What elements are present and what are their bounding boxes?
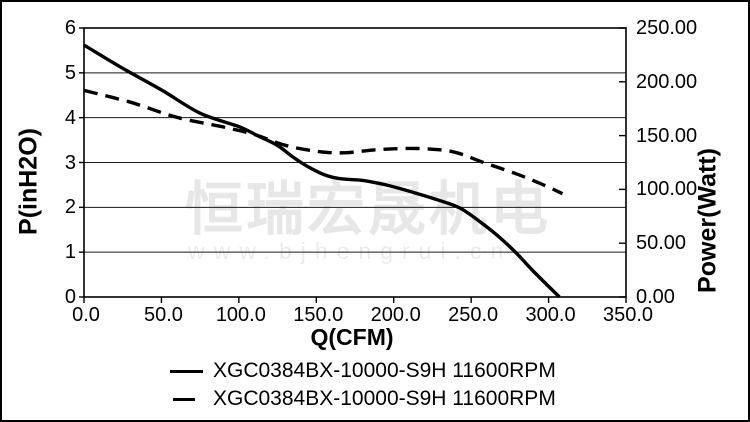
y-left-tick-label: 1 (64, 241, 76, 264)
x-tick-label: 100.0 (215, 304, 266, 326)
y-left-tick-label: 6 (64, 17, 76, 39)
y-right-tick-label: 200.00 (636, 70, 698, 93)
y-right-tick-label: 50.00 (636, 232, 687, 255)
x-tick-label: 50.0 (143, 304, 183, 326)
y-right-tick-label: 250.00 (636, 17, 698, 39)
x-tick-label: 350.0 (602, 304, 654, 326)
x-tick-label: 250.0 (448, 304, 499, 326)
left-axis-title: P(inH2O) (14, 128, 43, 235)
legend-item-pressure: XGC0384BX-10000-S9H 11600RPM (170, 357, 556, 385)
x-tick-label: 0.0 (72, 304, 100, 326)
x-tick-label: 150.0 (293, 304, 344, 326)
y-left-tick-label: 0 (64, 286, 76, 308)
legend-label-power: XGC0384BX-10000-S9H 11600RPM (213, 387, 556, 410)
legend-item-power: XGC0384BX-10000-S9H 11600RPM (170, 385, 556, 413)
y-left-tick-label: 5 (64, 61, 76, 84)
right-axis-title: Power(Watt) (693, 148, 722, 293)
y-left-tick-label: 2 (64, 196, 76, 219)
y-left-tick-label: 3 (64, 151, 76, 174)
pressure-curve (83, 43, 561, 299)
legend-label-pressure: XGC0384BX-10000-S9H 11600RPM (213, 359, 556, 382)
x-tick-label: 300.0 (525, 304, 576, 326)
y-right-tick-label: 0.00 (636, 286, 675, 308)
y-right-tick-label: 150.00 (636, 124, 698, 147)
dashed-line-marker (173, 397, 195, 401)
watermark-company-text: 恒瑞宏晟机电 (185, 177, 552, 242)
y-left-tick-label: 4 (64, 106, 76, 129)
watermark-website-text: www.bjhengrui.cn (188, 238, 513, 264)
power-curve (83, 88, 564, 196)
x-tick-label: 200.0 (370, 304, 421, 326)
solid-line-marker (170, 369, 203, 373)
y-right-tick-label: 100.00 (636, 178, 698, 201)
x-axis-title: Q(CFM) (310, 324, 394, 350)
legend: XGC0384BX-10000-S9H 11600RPM XGC0384BX-1… (170, 357, 556, 413)
